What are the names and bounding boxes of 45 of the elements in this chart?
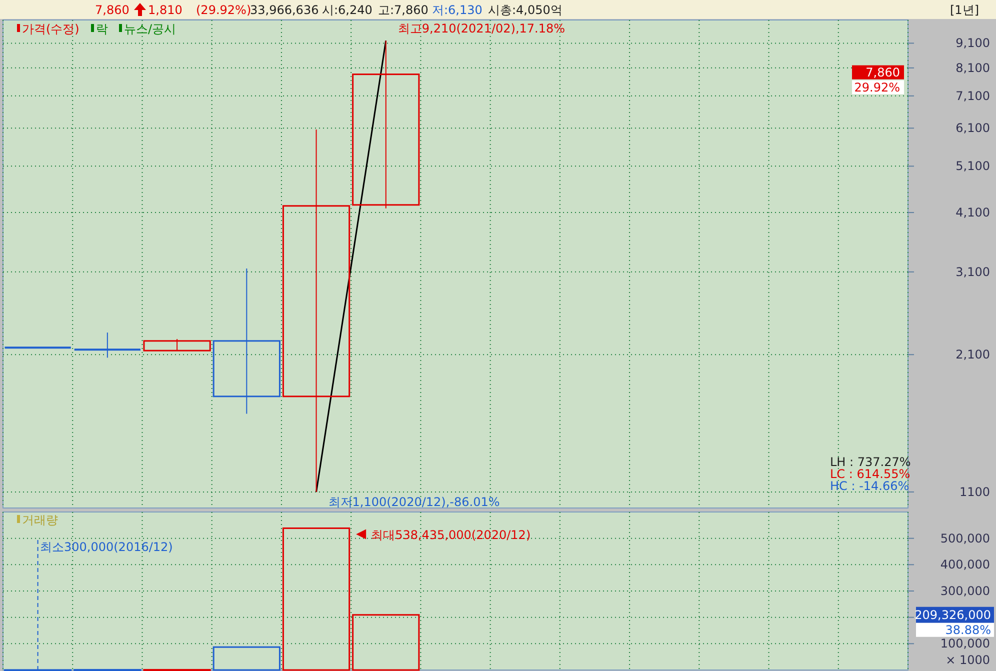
candlestick [352,40,420,209]
text: 38.88% [945,622,991,637]
annotation: LC : 614.55% [830,467,910,481]
annotation: 가격(수정) [22,22,80,36]
annotation: 7,860 [866,65,900,80]
y-tick-label: 3,100 [956,264,990,279]
text: 시총:4,050억 [488,3,562,17]
annotation: HC : -14.66% [830,479,910,493]
annotation: 뉴스/공시 [124,22,176,36]
y-tick-label: 1100 [959,484,990,499]
bar [352,614,420,671]
text: 고:7,860 [378,3,428,17]
y-axis-title: × 1000 [946,653,990,667]
annotation: 최저1,100(2020/12),-86.01% [328,494,500,509]
text: 33,966,636 [250,3,319,17]
candlestick [282,129,350,492]
annotation: LH : 737.27% [830,455,911,469]
y-tick-label: 4,100 [956,206,990,220]
y-tick-label: 500,000 [940,531,990,546]
annotation: 최소300,000(2016/12) [40,540,173,554]
text: 1,810 [148,3,182,17]
bar [212,646,280,671]
candlestick [143,338,211,352]
text: [1년] [950,3,979,17]
text: 시:6,240 [322,3,372,17]
y-tick-label: 400,000 [940,558,990,572]
y-tick-label: 6,100 [956,121,990,136]
annotation: 최대538,435,000(2020/12) [371,528,531,542]
y-tick-label: 2,100 [956,348,990,362]
text: 저:6,130 [432,3,482,17]
y-tick-label: 7,100 [956,88,990,103]
annotation: 29.92% [854,80,900,94]
annotation: 거래량 [22,513,58,527]
y-tick-label: 9,100 [956,36,990,50]
text: 7,860 [95,3,130,17]
y-tick-label: 5,100 [956,159,990,174]
annotation: 최고9,210(2021/02),17.18% [398,22,566,36]
y-tick-label: 300,000 [940,584,990,598]
bar [282,527,350,671]
annotation: 락 [96,22,108,36]
candlestick [212,268,280,414]
candlestick [73,332,142,358]
y-tick-label: 100,000 [940,636,990,651]
text: (29.92%) [196,3,252,17]
y-tick-label: 8,100 [956,60,990,75]
